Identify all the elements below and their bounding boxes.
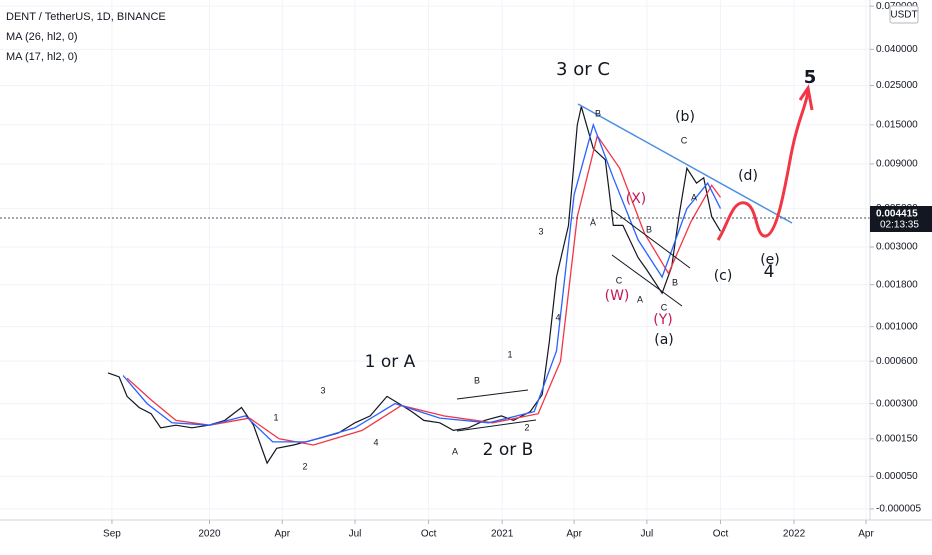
annotation: (b) bbox=[675, 109, 695, 125]
x-tick-label: Oct bbox=[421, 529, 437, 540]
annotation: A bbox=[637, 294, 643, 304]
projection-arrow bbox=[798, 84, 814, 111]
annotation: A bbox=[452, 446, 458, 456]
plot bbox=[0, 106, 870, 465]
annotation: C bbox=[616, 275, 623, 285]
annotation: 1 or A bbox=[365, 352, 416, 372]
y-tick-label: 0.001800 bbox=[876, 279, 918, 290]
ma-line bbox=[126, 134, 722, 446]
y-tick-label: 0.025000 bbox=[876, 80, 918, 91]
chart-title: DENT / TetherUS, 1D, BINANCE bbox=[6, 11, 166, 23]
channel-line bbox=[611, 254, 683, 307]
channel-line bbox=[456, 419, 537, 432]
y-tick-label: 0.003000 bbox=[876, 242, 918, 253]
y-tick-label: -0.000005 bbox=[876, 504, 921, 515]
annotation: C bbox=[661, 302, 668, 312]
annotation: 2 bbox=[302, 461, 307, 471]
annotation: (X) bbox=[626, 191, 647, 207]
annotation: 4 bbox=[764, 262, 775, 282]
x-tick-label: 2022 bbox=[783, 529, 806, 540]
annotation: B bbox=[474, 375, 480, 385]
annotation: B bbox=[646, 224, 652, 234]
last-price-box bbox=[870, 205, 932, 232]
annotation: 3 bbox=[320, 385, 325, 395]
y-tick-label: 0.009000 bbox=[876, 159, 918, 170]
annotation: (e) bbox=[760, 252, 780, 268]
channel-line bbox=[611, 209, 691, 269]
x-tick-label: Sep bbox=[103, 529, 121, 540]
countdown-label: 02:13:35 bbox=[880, 220, 919, 231]
annotation: B bbox=[672, 277, 678, 287]
legend-entry: MA (17, hl2, 0) bbox=[6, 51, 78, 63]
annotation: A bbox=[590, 217, 596, 227]
annotation: (d) bbox=[738, 168, 758, 184]
annotation: 4 bbox=[373, 437, 378, 447]
annotation: B bbox=[595, 108, 601, 118]
y-tick-label: 0.040000 bbox=[876, 44, 918, 55]
y-tick-label: 0.015000 bbox=[876, 119, 918, 130]
x-tick-label: Jul bbox=[641, 529, 654, 540]
projection-path bbox=[716, 91, 810, 241]
x-tick-label: Oct bbox=[713, 529, 729, 540]
x-tick-label: Apr bbox=[858, 529, 874, 540]
unit-box[interactable] bbox=[889, 5, 919, 24]
y-tick-label: 0.000300 bbox=[876, 398, 918, 409]
price-axis bbox=[870, 0, 932, 520]
annotation: C bbox=[681, 135, 688, 145]
annotation: 1 bbox=[273, 412, 278, 422]
legend-entry: MA (26, hl2, 0) bbox=[6, 31, 78, 43]
last-price-label: 0.004415 bbox=[876, 209, 918, 220]
annotation: 1 bbox=[507, 349, 512, 359]
y-tick-label: 0.000600 bbox=[876, 356, 918, 367]
annotation: (W) bbox=[605, 288, 630, 304]
annotation: (a) bbox=[654, 332, 674, 348]
ma-line bbox=[122, 122, 722, 443]
unit-label: USDT bbox=[890, 10, 917, 21]
channel-line bbox=[456, 389, 529, 400]
annotation: 2 or B bbox=[483, 440, 534, 460]
y-tick-label: 0.001000 bbox=[876, 321, 918, 332]
annotation: A bbox=[691, 192, 697, 202]
grid bbox=[0, 0, 870, 520]
axes: 0.0700000.0400000.0250000.0150000.009000… bbox=[103, 1, 932, 540]
annotation: (c) bbox=[714, 268, 733, 284]
annotation: 4 bbox=[555, 312, 560, 322]
trend-line bbox=[577, 103, 793, 224]
annotations: 3 or C 1 or A 2 or B 5 4 (b) (d) (c) (e) (a) (X) (W… bbox=[273, 59, 816, 471]
x-tick-label: 2021 bbox=[491, 529, 514, 540]
y-tick-label: 0.000050 bbox=[876, 471, 918, 482]
x-tick-label: Apr bbox=[274, 529, 290, 540]
annotation: 3 or C bbox=[556, 59, 610, 80]
annotation: (Y) bbox=[653, 312, 672, 328]
x-tick-label: Jul bbox=[349, 529, 362, 540]
annotation: 2 bbox=[524, 422, 529, 432]
annotation: 5 bbox=[804, 67, 817, 88]
x-tick-label: 2020 bbox=[198, 529, 221, 540]
y-tick-label: 0.000150 bbox=[876, 433, 918, 444]
x-tick-label: Apr bbox=[566, 529, 582, 540]
annotation: 3 bbox=[538, 226, 543, 236]
